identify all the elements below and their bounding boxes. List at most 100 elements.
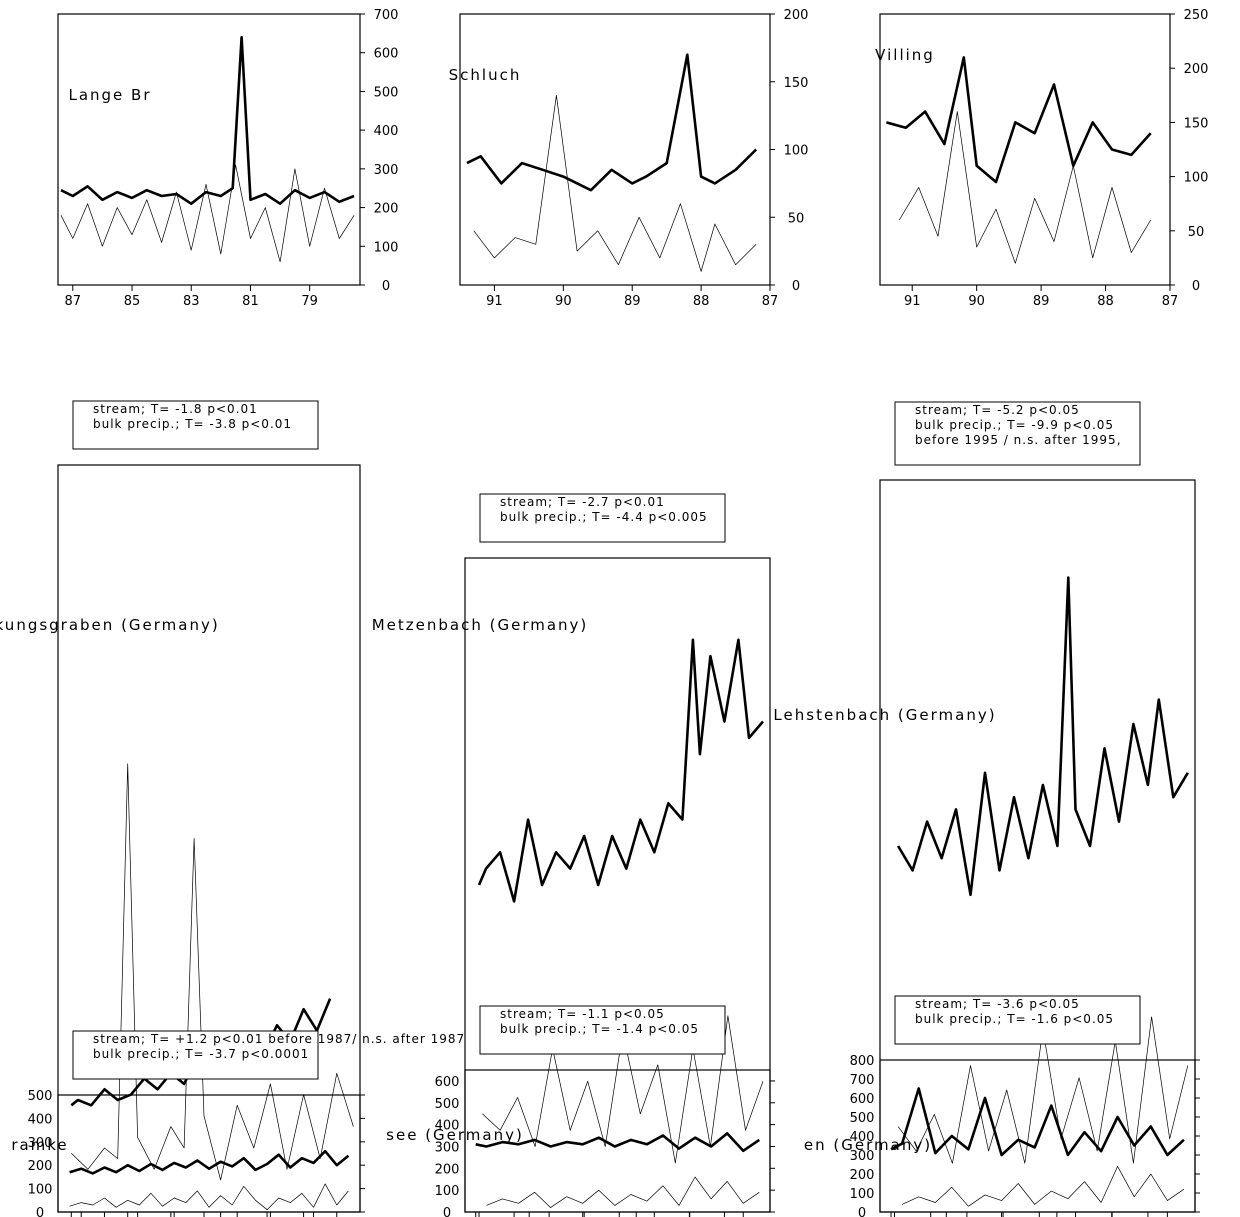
legend-entry: stream; T= -1.1 p<0.05 xyxy=(500,1007,665,1021)
legend-entry: bulk precip.; T= -4.4 p<0.005 xyxy=(500,510,708,524)
y-tick-label: 500 xyxy=(435,1097,460,1112)
chart-title: Markungsgraben (Germany) xyxy=(0,616,220,634)
y-tick-label: 400 xyxy=(28,1112,53,1127)
y-tick-label: 300 xyxy=(435,1140,460,1155)
y-tick-label: 200 xyxy=(850,1168,875,1183)
y-tick-label: 0 xyxy=(858,1206,866,1217)
x-tick-label: 90 xyxy=(555,294,572,309)
y-tick-label: 700 xyxy=(850,1073,875,1088)
panel-villingen: 87 88 89 90 91 0 50 100 150 200 250 Villing xyxy=(875,8,1208,309)
y-tick-label: 250 xyxy=(1184,8,1209,23)
chart-title: Schluch xyxy=(449,66,522,84)
y-tick-label: 100 xyxy=(374,240,399,255)
y-tick-label: 500 xyxy=(28,1089,53,1104)
legend-entry: stream; T= +1.2 p<0.01 before 1987/ n.s.… xyxy=(93,1032,465,1046)
y-tick-label: 200 xyxy=(28,1159,53,1174)
y-tick-label: 150 xyxy=(784,76,809,91)
legend-entry: bulk precip.; T= -9.9 p<0.05 xyxy=(915,418,1114,432)
x-tick-label: 90 xyxy=(968,294,985,309)
series-bulk-precip-line xyxy=(71,763,354,1181)
plot-frame xyxy=(879,479,1196,1213)
y-tick-label: 100 xyxy=(28,1183,53,1198)
chart-title: ramke xyxy=(11,1136,68,1154)
y-tick-label: 600 xyxy=(850,1092,875,1107)
y-tick-label: 100 xyxy=(1184,171,1209,186)
x-tick-label: 85 xyxy=(124,294,141,309)
series-bulk-precip-line xyxy=(898,111,1152,264)
series-stream-line xyxy=(60,35,355,205)
x-tick-label: 89 xyxy=(624,294,641,309)
panel-metzenbach: 9394959697989900Metzenbach (Germany)stre… xyxy=(372,493,771,1217)
legend-entry: stream; T= -2.7 p<0.01 xyxy=(500,495,665,509)
series-stream-line xyxy=(69,1149,350,1175)
series-stream-line xyxy=(896,576,1189,897)
y-tick-label: 300 xyxy=(28,1136,53,1151)
y-tick-label: 50 xyxy=(788,211,805,226)
x-tick-label: 83 xyxy=(183,294,200,309)
y-tick-label: 400 xyxy=(850,1130,875,1145)
y-tick-label: 100 xyxy=(435,1184,460,1199)
y-tick-label: 150 xyxy=(1184,116,1209,131)
x-tick-label: 81 xyxy=(242,294,259,309)
y-tick-label: 300 xyxy=(374,163,399,178)
chart-title: see (Germany) xyxy=(386,1126,524,1144)
legend-entry: bulk precip.; T= -3.7 p<0.0001 xyxy=(93,1047,309,1061)
y-tick-label: 200 xyxy=(784,8,809,23)
legend-entry: stream; T= -3.6 p<0.05 xyxy=(915,997,1080,1011)
panel-markungsgraben: 929394959697989900Markungsgraben (German… xyxy=(0,400,361,1217)
x-tick-label: 88 xyxy=(693,294,710,309)
series-stream-line xyxy=(886,56,1152,184)
panel-villingen-right: 9293949596970100200300400500600700800en … xyxy=(804,995,1200,1217)
legend-box xyxy=(894,995,1141,1045)
y-tick-label: 400 xyxy=(435,1119,460,1134)
plot-frame xyxy=(879,13,1171,286)
x-tick-label: 87 xyxy=(762,294,779,309)
plot-frame xyxy=(57,464,361,1213)
x-tick-label: 91 xyxy=(486,294,503,309)
chart-title: Lange Br xyxy=(68,86,151,104)
series-stream-line xyxy=(477,638,764,903)
legend-entry: bulk precip.; T= -1.6 p<0.05 xyxy=(915,1012,1114,1026)
plot-frame xyxy=(459,13,771,286)
x-tick-label: 87 xyxy=(65,294,82,309)
chart-title: Villing xyxy=(875,46,935,64)
legend-box xyxy=(894,401,1141,466)
y-tick-label: 400 xyxy=(374,124,399,139)
panel-lange-bramke-right: 8991939597990100200300400500ramkestream;… xyxy=(11,1030,465,1217)
legend-box xyxy=(479,1005,726,1055)
panel-lehstenbach: 9394959697989900Lehstenbach (Germany)str… xyxy=(773,401,1196,1217)
y-tick-label: 600 xyxy=(435,1075,460,1090)
y-tick-label: 700 xyxy=(374,8,399,23)
y-tick-label: 500 xyxy=(374,85,399,100)
legend-entry: bulk precip.; T= -3.8 p<0.01 xyxy=(93,417,292,431)
series-stream-line xyxy=(466,53,758,192)
y-tick-label: 200 xyxy=(435,1162,460,1177)
plot-frame xyxy=(57,13,361,286)
y-tick-label: 0 xyxy=(1192,279,1200,294)
y-tick-label: 500 xyxy=(850,1111,875,1126)
y-tick-label: 0 xyxy=(36,1206,44,1217)
x-tick-label: 79 xyxy=(301,294,318,309)
y-tick-label: 800 xyxy=(850,1054,875,1069)
series-bulk-precip-line xyxy=(69,1183,349,1211)
series-bulk-precip-line xyxy=(901,1166,1185,1207)
y-tick-label: 200 xyxy=(374,202,399,217)
series-bulk-precip-line xyxy=(486,1176,760,1208)
y-tick-label: 50 xyxy=(1188,225,1205,240)
y-tick-label: 200 xyxy=(1184,62,1209,77)
chart-title: en (Germany) xyxy=(804,1136,932,1154)
legend-box xyxy=(72,400,319,450)
legend-entry: bulk precip.; T= -1.4 p<0.05 xyxy=(500,1022,699,1036)
series-stream-line xyxy=(475,1132,761,1153)
series-bulk-precip-line xyxy=(60,164,355,263)
x-tick-label: 91 xyxy=(904,294,921,309)
chart-title: Metzenbach (Germany) xyxy=(372,616,589,634)
y-tick-label: 300 xyxy=(850,1149,875,1164)
y-tick-label: 0 xyxy=(443,1206,451,1217)
panel-lange-bramke: 79 81 83 85 87 0 100 200 300 400 500 600 700 Lange Br xyxy=(57,8,399,309)
legend-entry: stream; T= -5.2 p<0.05 xyxy=(915,403,1080,417)
plot-frame xyxy=(57,1094,361,1213)
